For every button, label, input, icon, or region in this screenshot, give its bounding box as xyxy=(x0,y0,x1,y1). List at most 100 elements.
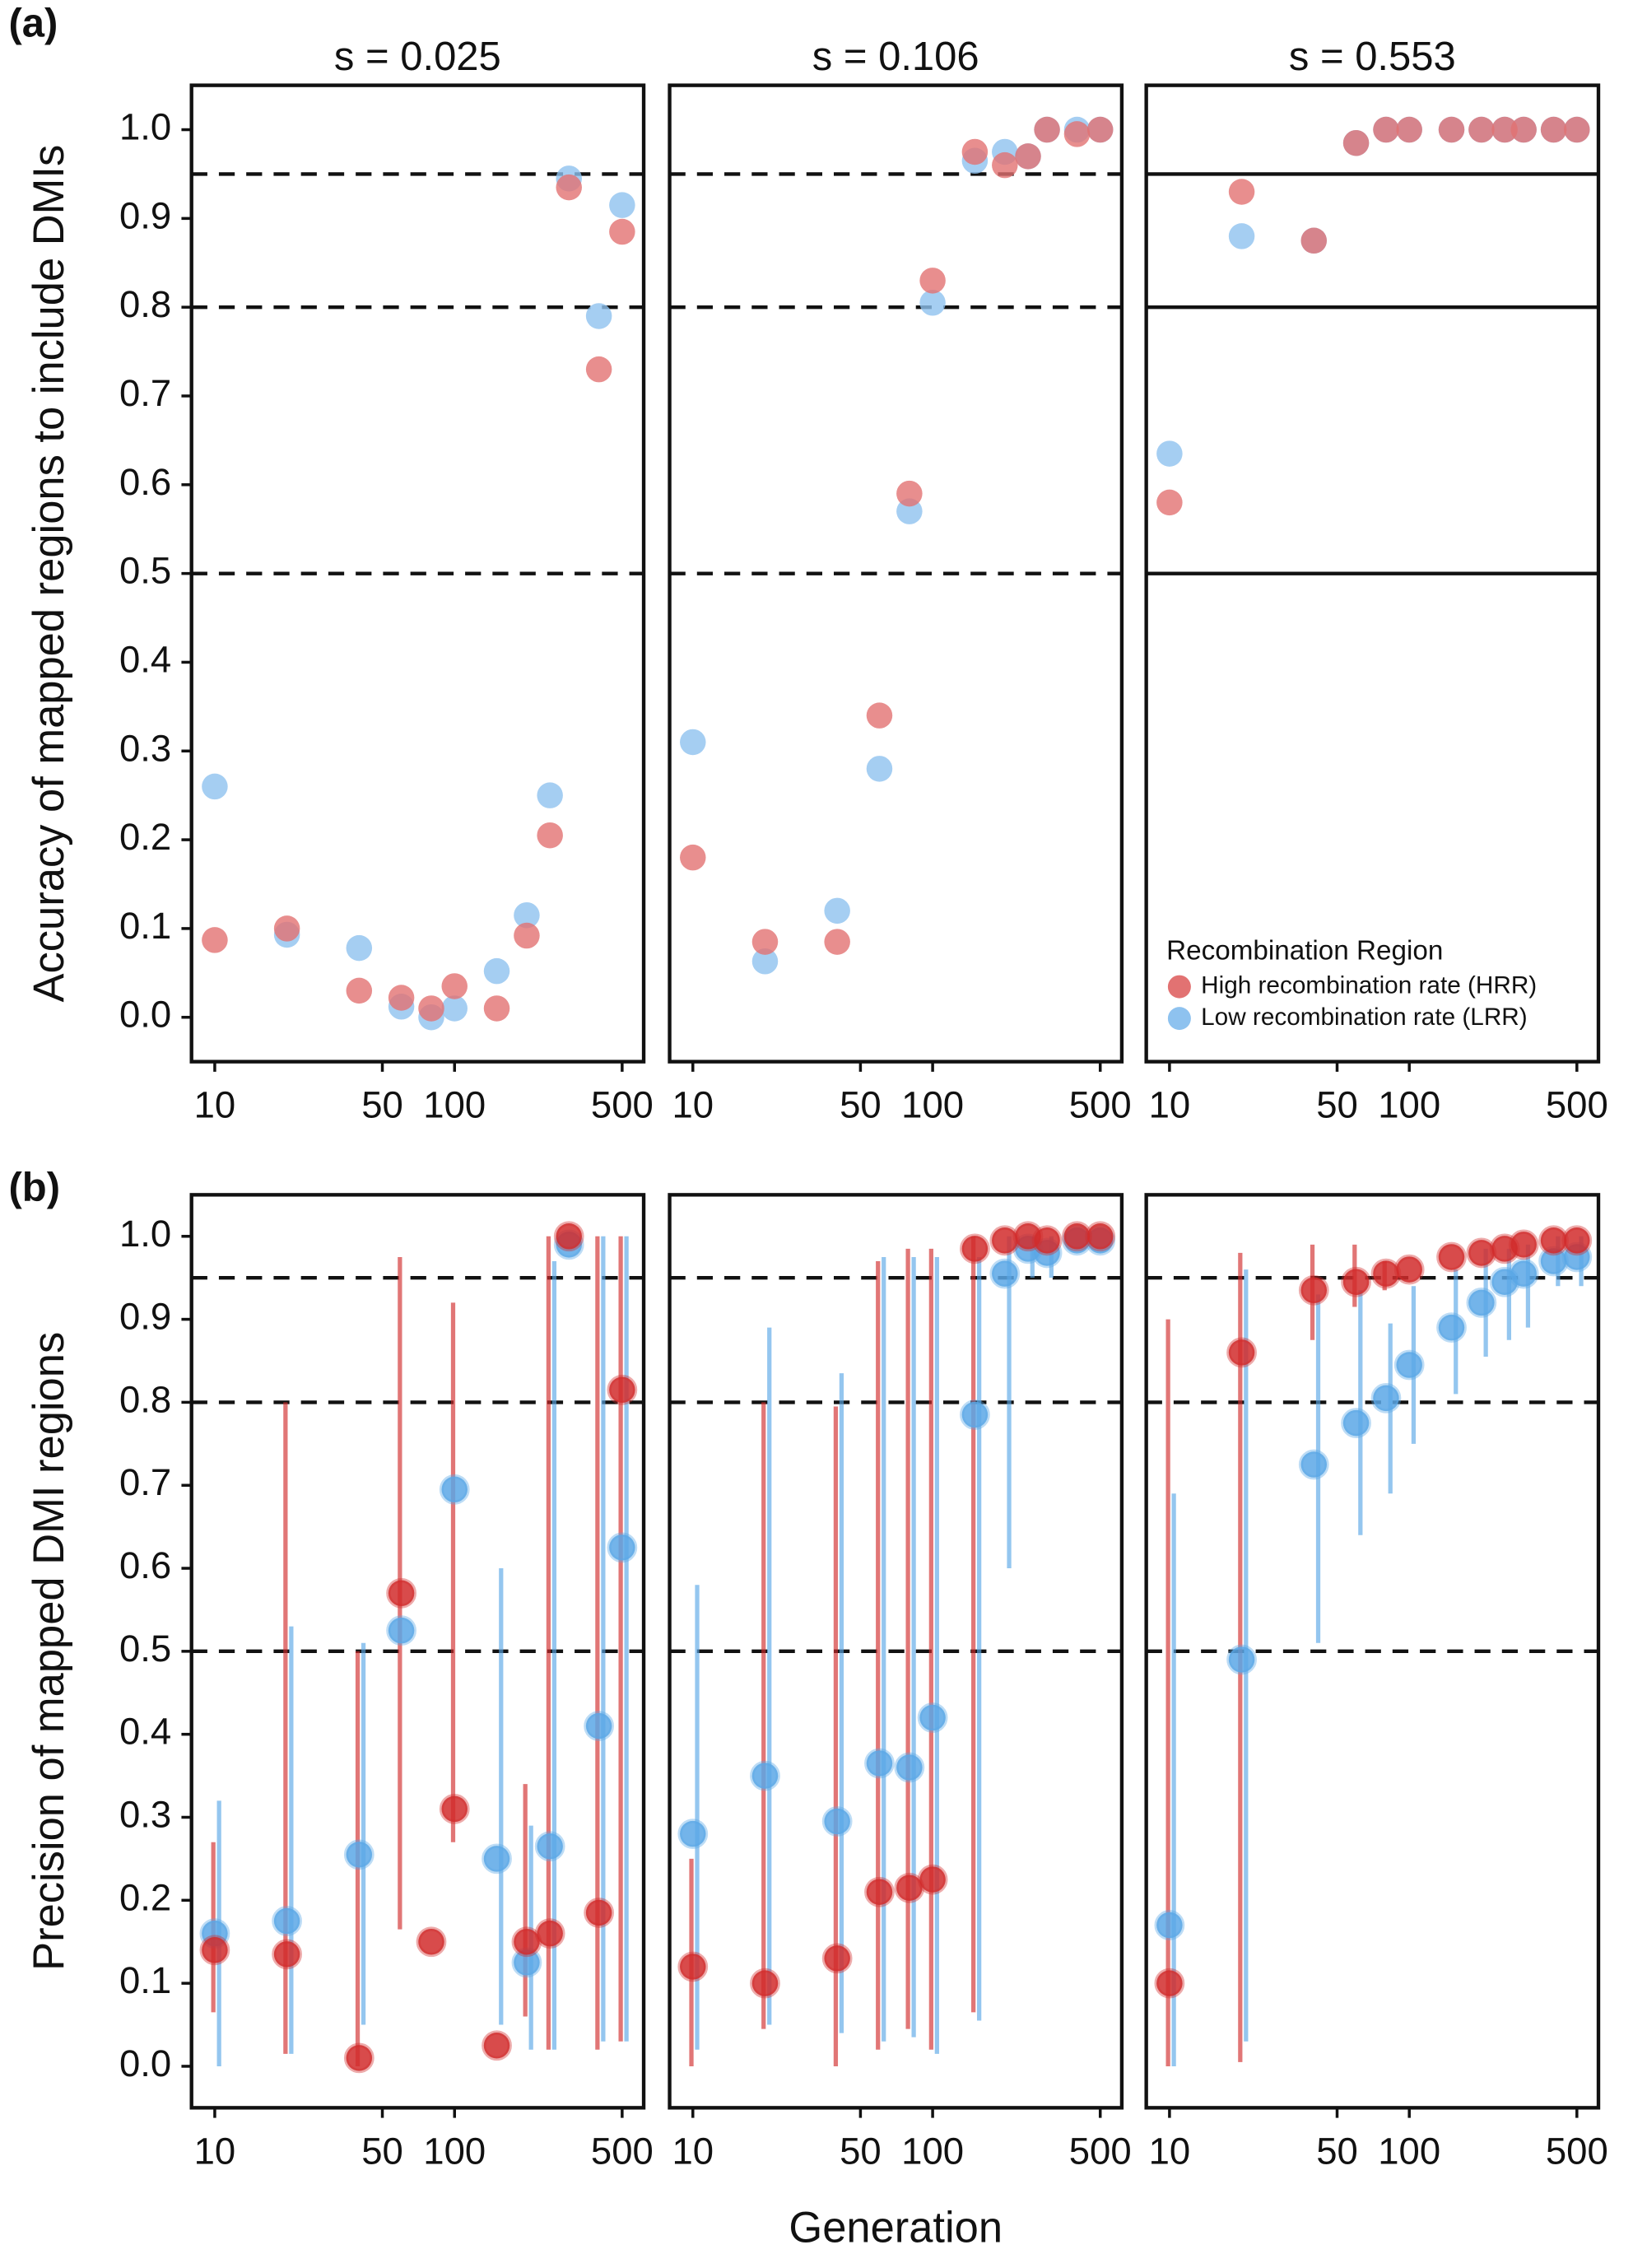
y-tick-label: 0.8 xyxy=(119,283,171,325)
point xyxy=(272,1939,302,1970)
y-tick-label: 0.7 xyxy=(119,372,171,414)
point xyxy=(992,151,1018,179)
panel-frame xyxy=(1144,1193,1601,2110)
panel-title: s = 0.553 xyxy=(1289,35,1456,79)
point xyxy=(824,897,850,924)
point xyxy=(1393,1254,1425,1285)
point xyxy=(483,957,510,985)
point xyxy=(821,1806,853,1837)
legend-marker xyxy=(1167,1007,1191,1031)
point xyxy=(1466,1288,1497,1318)
point xyxy=(894,1752,925,1783)
y-tick-label: 0.2 xyxy=(119,816,171,858)
panel-frame xyxy=(189,83,646,1064)
point xyxy=(1540,116,1567,143)
point xyxy=(680,729,706,756)
panel-frame xyxy=(189,1193,646,2110)
point xyxy=(482,2030,512,2061)
point xyxy=(864,1876,895,1907)
point xyxy=(343,1839,375,1870)
y-tick-label: 1.0 xyxy=(119,106,171,148)
point xyxy=(1393,1349,1425,1381)
point xyxy=(1086,116,1114,143)
point xyxy=(346,934,373,962)
point xyxy=(1396,116,1422,143)
point xyxy=(1228,223,1255,249)
x-tick-label: 100 xyxy=(901,1084,964,1126)
point xyxy=(418,995,444,1022)
x-tick-label: 10 xyxy=(1149,2130,1191,2172)
point xyxy=(1085,1221,1116,1252)
point xyxy=(1034,116,1060,143)
x-tick-label: 500 xyxy=(1546,1084,1608,1126)
point xyxy=(537,822,563,849)
point xyxy=(750,1968,780,1999)
legend-title: Recombination Region xyxy=(1166,935,1443,966)
y-tick-label: 0.6 xyxy=(119,461,171,503)
point xyxy=(609,218,635,245)
x-tick-label: 500 xyxy=(1069,2130,1132,2172)
point xyxy=(1438,116,1465,143)
x-tick-label: 10 xyxy=(194,1084,236,1126)
point xyxy=(343,2042,375,2074)
point xyxy=(1154,1968,1185,1999)
x-tick-label: 100 xyxy=(1378,1084,1440,1126)
point xyxy=(896,480,923,507)
panel-frame xyxy=(1144,83,1601,1064)
point xyxy=(441,973,468,999)
point xyxy=(896,498,923,524)
x-tick-label: 100 xyxy=(423,1084,486,1126)
point xyxy=(1031,1225,1063,1256)
point xyxy=(1370,1382,1402,1413)
point xyxy=(1561,1225,1593,1256)
point xyxy=(1300,227,1328,254)
x-tick-label: 10 xyxy=(194,2130,236,2172)
point xyxy=(917,1864,948,1895)
panel-title: s = 0.106 xyxy=(812,35,979,79)
point xyxy=(751,948,779,975)
point xyxy=(1226,1337,1257,1368)
point xyxy=(864,1748,895,1779)
x-tick-label: 10 xyxy=(672,2130,714,2172)
panel-title: s = 0.025 xyxy=(334,35,501,79)
point xyxy=(1154,1910,1185,1940)
point xyxy=(483,995,510,1022)
point xyxy=(584,1711,615,1741)
point xyxy=(511,1926,542,1958)
point xyxy=(824,929,850,955)
x-tick-label: 10 xyxy=(1149,1084,1191,1126)
point xyxy=(1510,116,1537,143)
point xyxy=(821,1943,853,1974)
point xyxy=(1491,116,1518,143)
y-axis-label: Accuracy of mapped regions to include DM… xyxy=(25,145,73,1003)
y-tick-label: 0.2 xyxy=(119,1876,171,1918)
point xyxy=(919,268,946,294)
x-tick-label: 50 xyxy=(361,1084,403,1126)
point xyxy=(1436,1312,1467,1344)
x-tick-label: 10 xyxy=(672,1084,714,1126)
point xyxy=(1508,1229,1539,1260)
y-tick-label: 0.3 xyxy=(119,1794,171,1836)
y-tick-label: 0.5 xyxy=(119,1628,171,1670)
point xyxy=(680,844,706,871)
point xyxy=(1342,129,1370,156)
point xyxy=(1228,179,1255,205)
point xyxy=(514,922,540,949)
point xyxy=(1468,116,1495,143)
point xyxy=(416,1926,447,1958)
y-tick-label: 0.1 xyxy=(119,905,171,947)
panel-label: (a) xyxy=(8,1,58,45)
x-axis-label: Generation xyxy=(789,2203,1003,2252)
point xyxy=(537,782,563,808)
x-tick-label: 500 xyxy=(1069,1084,1132,1126)
panel-frame xyxy=(668,83,1124,1064)
y-tick-label: 0.3 xyxy=(119,727,171,769)
point xyxy=(609,192,635,218)
point xyxy=(584,1898,615,1928)
y-tick-label: 0.9 xyxy=(119,194,171,236)
x-tick-label: 50 xyxy=(361,2130,403,2172)
point xyxy=(894,1872,925,1903)
point xyxy=(439,1794,470,1824)
y-tick-label: 0.4 xyxy=(119,638,171,680)
